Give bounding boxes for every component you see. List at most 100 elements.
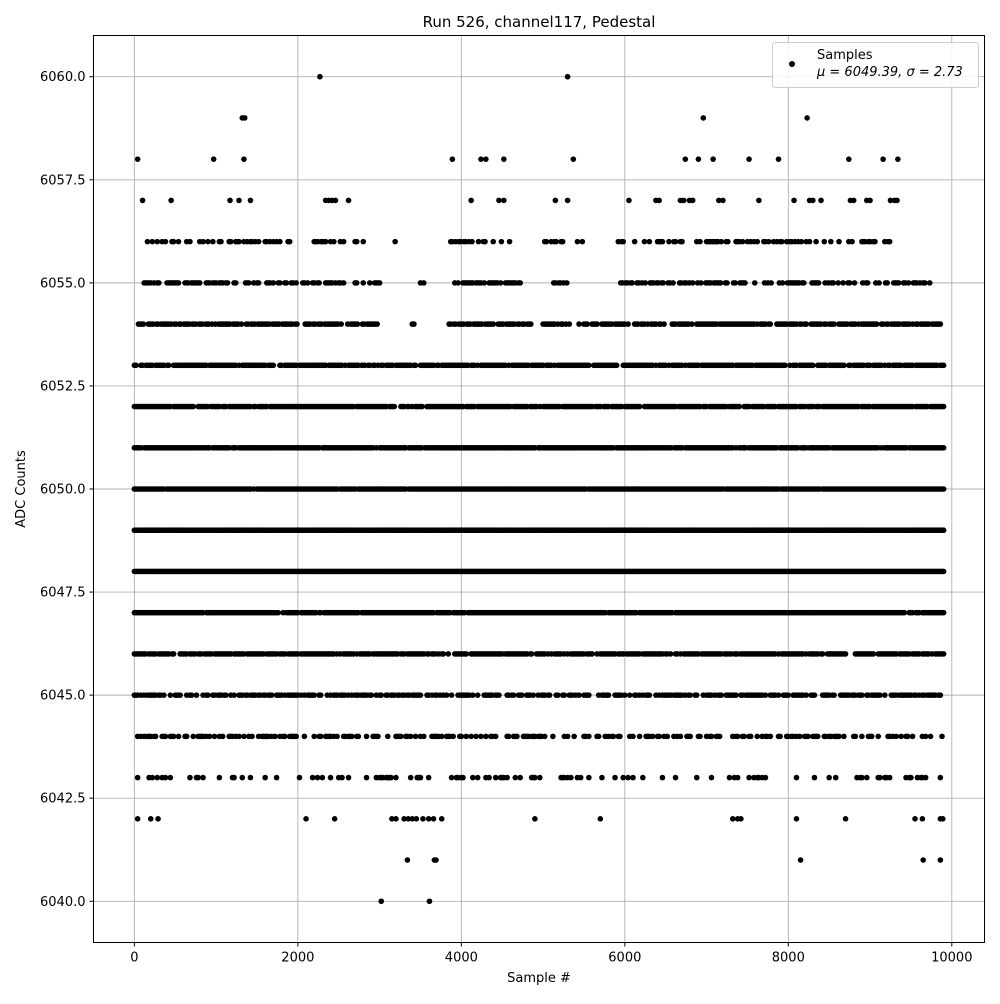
sample-point [941,610,947,616]
sample-point [780,280,786,286]
sample-point [586,734,592,740]
sample-point [220,734,226,740]
sample-point [176,280,182,286]
sample-point [231,775,237,781]
sample-point [388,775,394,781]
sample-point [766,239,772,245]
sample-point [596,734,602,740]
sample-point [586,692,592,698]
sample-point [197,280,203,286]
sample-point [830,280,836,286]
sample-point [475,692,481,698]
sample-point [580,239,586,245]
sample-point [584,321,590,327]
sample-point [560,239,566,245]
sample-point [156,280,162,286]
sample-point [398,734,404,740]
sample-point [354,239,360,245]
sample-point [718,692,724,698]
sample-point [205,239,211,245]
sample-point [849,239,855,245]
sample-point [831,692,837,698]
sample-point [449,775,455,781]
sample-point [392,404,398,410]
sample-point [320,775,326,781]
sample-point [689,321,695,327]
sample-point [748,734,754,740]
sample-point [369,692,375,698]
sample-point [627,692,633,698]
sample-point [476,239,482,245]
sample-point [168,692,174,698]
sample-point [310,775,316,781]
sample-point [418,775,424,781]
sample-point [150,775,156,781]
sample-point [896,280,902,286]
sample-point [421,280,427,286]
sample-point [195,775,201,781]
sample-point [821,239,827,245]
sample-point [815,734,821,740]
sample-point [135,775,141,781]
sample-point [875,734,881,740]
sample-point [318,692,324,698]
sample-point [670,280,676,286]
sample-point [779,239,785,245]
sample-point [392,239,398,245]
sample-point [859,734,865,740]
sample-point [660,239,666,245]
sample-point [506,734,512,740]
sample-point [349,734,355,740]
sample-point [302,734,308,740]
sample-point [941,569,947,575]
sample-point [360,280,366,286]
sample-point [630,734,636,740]
sample-point [469,239,475,245]
sample-point [893,734,899,740]
sample-point [262,775,268,781]
sample-point [836,734,842,740]
sample-point [177,692,183,698]
sample-point [256,239,262,245]
sample-point [752,280,758,286]
sample-point [941,651,947,657]
sample-point [413,734,419,740]
sample-point [668,651,674,657]
sample-point [145,239,151,245]
sample-point [566,321,572,327]
sample-point [154,239,160,245]
sample-point [898,734,904,740]
sample-point [470,775,476,781]
sample-point [553,239,559,245]
sample-point [941,445,947,451]
sample-point [804,692,810,698]
sample-point [408,775,414,781]
sample-point [575,239,581,245]
sample-point [377,280,383,286]
sample-point [530,692,536,698]
sample-point [768,280,774,286]
sample-point [820,651,826,657]
sample-point [455,280,461,286]
sample-point [528,321,534,327]
sample-point [941,486,947,492]
sample-point [241,734,247,740]
sample-point [473,734,479,740]
sample-point [141,321,147,327]
sample-point [470,692,476,698]
sample-point [828,239,834,245]
sample-point [852,280,858,286]
sample-point [882,692,888,698]
sample-point [617,734,623,740]
sample-point [133,363,139,369]
sample-point [859,692,865,698]
sample-point [812,692,818,698]
sample-point [678,734,684,740]
sample-point [629,280,635,286]
sample-point [799,239,805,245]
sample-point [367,280,373,286]
sample-point [841,363,847,369]
sample-point [233,280,239,286]
sample-point [542,734,548,740]
sample-point [225,280,231,286]
